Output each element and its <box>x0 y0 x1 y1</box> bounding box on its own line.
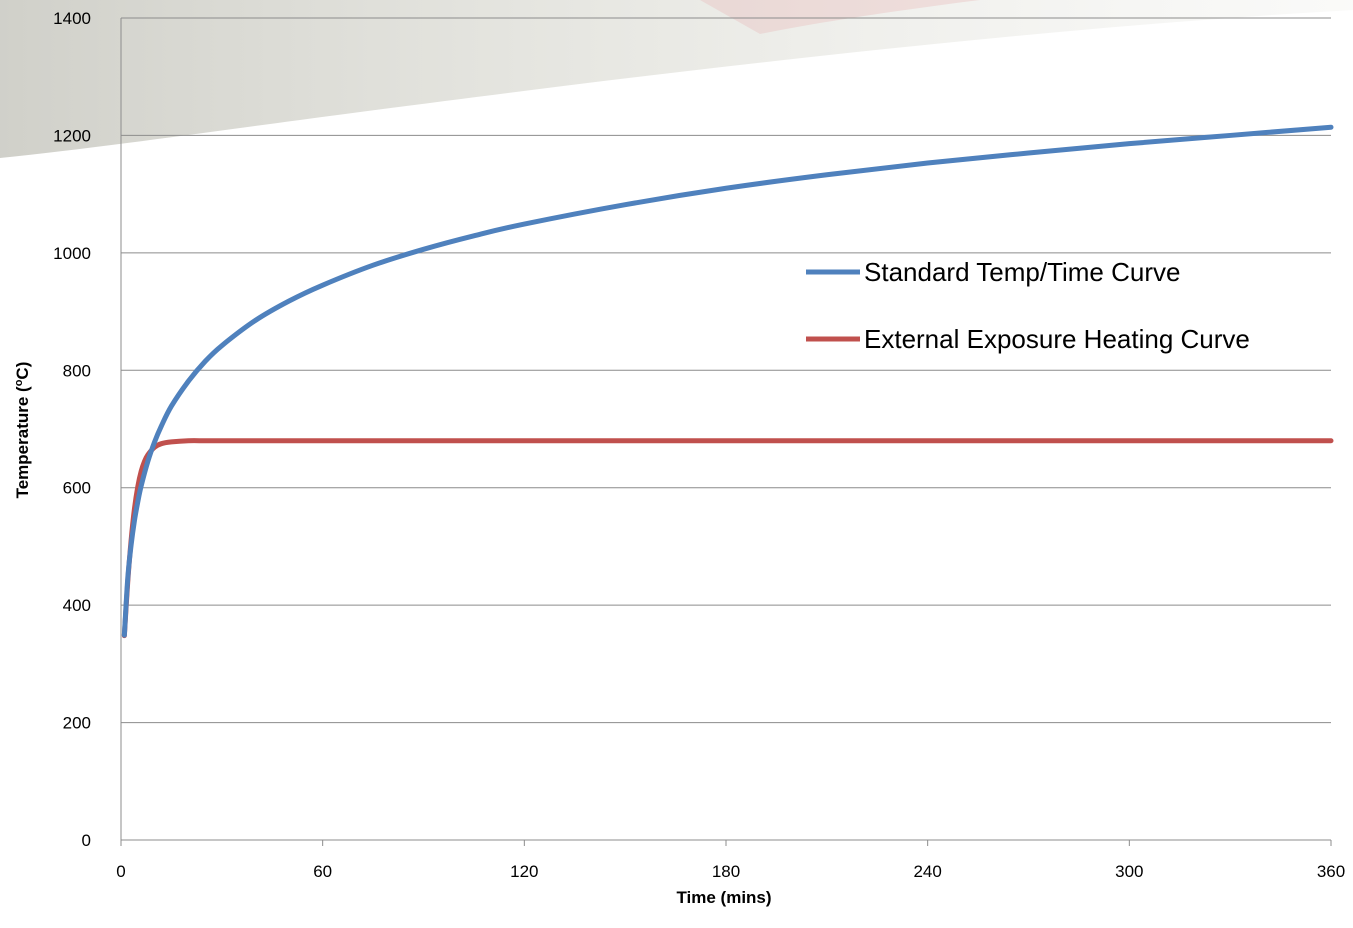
y-tick-label: 1200 <box>53 126 91 145</box>
series-line-standard <box>121 124 1334 638</box>
y-tick-label: 600 <box>63 479 91 498</box>
y-axis-title-unit: C) <box>13 362 32 380</box>
tick-labels: 0 200 400 600 800 1000 1200 1400 0 60 120 180 240 300… <box>53 9 1345 881</box>
y-axis-title-main: Temperature ( <box>13 386 32 498</box>
x-tick-label: 240 <box>913 862 941 881</box>
background-swoosh <box>0 0 1353 158</box>
x-tick-label: 360 <box>1317 862 1345 881</box>
series-line-external <box>121 438 1334 639</box>
x-axis-title: Time (mins) <box>676 888 771 907</box>
legend-label-external: External Exposure Heating Curve <box>864 324 1250 354</box>
y-tick-label: 1000 <box>53 244 91 263</box>
x-tick-label: 60 <box>313 862 332 881</box>
x-tick-label: 0 <box>116 862 125 881</box>
gridlines <box>121 17 1331 724</box>
y-tick-label: 400 <box>63 596 91 615</box>
y-tick-label: 800 <box>63 361 91 380</box>
y-tick-label: 0 <box>82 831 91 850</box>
y-axis-title-degree: o <box>13 379 25 386</box>
legend-label-standard: Standard Temp/Time Curve <box>864 257 1180 287</box>
x-tick-label: 300 <box>1115 862 1143 881</box>
x-tick-label: 180 <box>712 862 740 881</box>
y-tick-label: 1400 <box>53 9 91 28</box>
y-tick-label: 200 <box>63 714 91 733</box>
axes <box>120 18 1332 846</box>
series-lines <box>121 124 1334 639</box>
background-swoosh-accent <box>700 0 980 34</box>
y-axis-title: Temperature (oC) <box>13 362 32 499</box>
x-tick-label: 120 <box>510 862 538 881</box>
legend: Standard Temp/Time Curve External Exposu… <box>806 257 1250 354</box>
